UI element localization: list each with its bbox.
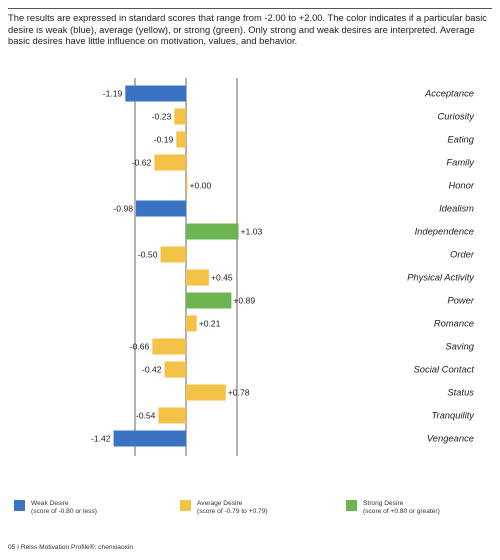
bar-3 bbox=[154, 154, 186, 171]
legend-strong: Strong Desire (score of +0.80 or greater… bbox=[346, 500, 440, 516]
bar-10 bbox=[186, 315, 197, 332]
legend-weak-range: (score of -0.80 or less) bbox=[31, 507, 97, 515]
value-label-9: +0.89 bbox=[233, 296, 255, 306]
legend-weak: Weak Desire (score of -0.80 or less) bbox=[14, 500, 97, 516]
legend-strong-title: Strong Desire bbox=[363, 500, 404, 507]
bar-11 bbox=[152, 338, 186, 355]
category-label-7: Order bbox=[450, 249, 475, 260]
category-label-4: Honor bbox=[448, 180, 474, 191]
value-label-6: +1.03 bbox=[241, 227, 263, 237]
legend-weak-title: Weak Desire bbox=[31, 500, 69, 507]
desire-bar-chart: -1.19 Acceptance -0.23 Curiosity -0.19 Eating… bbox=[91, 78, 476, 456]
category-label-6: Independence bbox=[415, 226, 474, 237]
category-label-10: Romance bbox=[434, 318, 474, 329]
bar-2 bbox=[176, 131, 186, 148]
value-label-12: -0.42 bbox=[142, 365, 162, 375]
category-label-3: Family bbox=[446, 157, 475, 168]
value-label-3: -0.62 bbox=[132, 158, 152, 168]
bar-14 bbox=[158, 407, 186, 424]
bar-0 bbox=[125, 85, 186, 102]
category-label-9: Power bbox=[447, 295, 474, 306]
value-label-10: +0.21 bbox=[199, 319, 221, 329]
bar-7 bbox=[160, 246, 186, 263]
bar-6 bbox=[186, 223, 239, 240]
legend-strong-range: (score of +0.80 or greater) bbox=[363, 507, 440, 515]
intro-text: The results are expressed in standard sc… bbox=[8, 12, 487, 46]
bar-15 bbox=[113, 430, 186, 447]
category-label-2: Eating bbox=[447, 134, 474, 145]
value-label-8: +0.45 bbox=[211, 273, 233, 283]
bar-13 bbox=[186, 384, 226, 401]
bar-9 bbox=[186, 292, 232, 309]
legend-average: Average Desire (score of -0.79 to +0.79) bbox=[180, 500, 268, 516]
legend-strong-swatch bbox=[346, 500, 357, 511]
category-label-0: Acceptance bbox=[424, 88, 474, 99]
category-label-15: Vengeance bbox=[427, 433, 474, 444]
legend-average-title: Average Desire bbox=[197, 500, 243, 507]
value-label-7: -0.50 bbox=[138, 250, 158, 260]
top-rule bbox=[8, 8, 492, 9]
legend-average-swatch bbox=[180, 500, 191, 511]
value-label-14: -0.54 bbox=[136, 411, 156, 421]
value-label-13: +0.78 bbox=[228, 388, 250, 398]
value-label-15: -1.42 bbox=[91, 434, 111, 444]
bar-1 bbox=[174, 108, 186, 125]
category-label-8: Physical Activity bbox=[407, 272, 475, 283]
value-label-5: -0.98 bbox=[113, 204, 133, 214]
bar-5 bbox=[136, 200, 186, 217]
value-label-0: -1.19 bbox=[103, 89, 123, 99]
value-label-4: +0.00 bbox=[190, 181, 212, 191]
category-label-5: Idealism bbox=[439, 203, 474, 214]
category-label-11: Saving bbox=[445, 341, 474, 352]
category-label-13: Status bbox=[447, 387, 474, 398]
category-label-14: Tranquility bbox=[431, 410, 475, 421]
bar-4 bbox=[186, 177, 188, 194]
legend-average-range: (score of -0.79 to +0.79) bbox=[197, 507, 268, 515]
value-label-2: -0.19 bbox=[154, 135, 174, 145]
value-label-1: -0.23 bbox=[152, 112, 172, 122]
category-label-1: Curiosity bbox=[438, 111, 476, 122]
bar-12 bbox=[164, 361, 186, 378]
footer-text: 05 I Reiss Motivation Profile®: chenxiao… bbox=[8, 544, 134, 551]
bar-8 bbox=[186, 269, 209, 286]
category-label-12: Social Contact bbox=[414, 364, 475, 375]
legend-weak-swatch bbox=[14, 500, 25, 511]
value-label-11: -0.66 bbox=[130, 342, 150, 352]
